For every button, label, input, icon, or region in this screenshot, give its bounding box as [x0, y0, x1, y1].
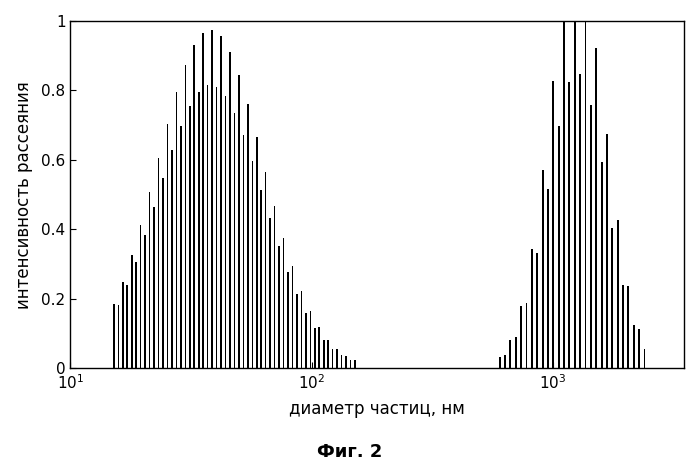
Bar	[531, 249, 533, 369]
Bar	[584, 14, 586, 369]
Bar	[354, 360, 356, 369]
Bar	[579, 74, 581, 369]
Bar	[596, 48, 597, 369]
Bar	[122, 281, 124, 369]
Bar	[278, 246, 280, 369]
Bar	[515, 336, 517, 369]
Bar	[211, 30, 213, 369]
Bar	[265, 172, 266, 369]
Bar	[153, 207, 155, 369]
Text: Фиг. 2: Фиг. 2	[317, 443, 382, 461]
Bar	[590, 105, 592, 369]
Bar	[558, 125, 560, 369]
Bar	[238, 75, 240, 369]
Bar	[350, 360, 352, 369]
Bar	[327, 340, 329, 369]
Bar	[310, 311, 311, 369]
Bar	[175, 92, 177, 369]
Bar	[547, 189, 549, 369]
Y-axis label: интенсивность рассеяния: интенсивность рассеяния	[15, 81, 33, 308]
Bar	[140, 226, 141, 369]
Bar	[127, 285, 128, 369]
Bar	[171, 151, 173, 369]
Bar	[283, 238, 284, 369]
Bar	[612, 228, 613, 369]
Bar	[158, 158, 159, 369]
Bar	[162, 178, 164, 369]
Bar	[305, 313, 307, 369]
Bar	[510, 340, 512, 369]
Bar	[336, 349, 338, 369]
Bar	[216, 87, 217, 369]
Bar	[287, 272, 289, 369]
Bar	[323, 340, 324, 369]
Bar	[622, 285, 624, 369]
Bar	[131, 255, 133, 369]
Bar	[341, 355, 343, 369]
Bar	[644, 349, 645, 369]
Bar	[194, 45, 195, 369]
Bar	[568, 82, 570, 369]
Bar	[220, 36, 222, 369]
Bar	[628, 286, 629, 369]
Bar	[504, 355, 506, 369]
Bar	[563, 14, 565, 369]
Bar	[542, 170, 544, 369]
Bar	[247, 104, 249, 369]
Bar	[198, 92, 199, 369]
Bar	[536, 253, 538, 369]
Bar	[314, 328, 316, 369]
Bar	[633, 325, 635, 369]
Bar	[256, 137, 257, 369]
Bar	[144, 235, 146, 369]
Bar	[261, 190, 262, 369]
Bar	[113, 303, 115, 369]
Bar	[600, 163, 603, 369]
Bar	[301, 291, 302, 369]
Bar	[243, 135, 244, 369]
Bar	[520, 306, 522, 369]
Bar	[166, 124, 168, 369]
Bar	[269, 219, 271, 369]
Bar	[229, 52, 231, 369]
Bar	[233, 113, 236, 369]
Bar	[149, 192, 150, 369]
Bar	[252, 161, 253, 369]
Bar	[185, 65, 186, 369]
Bar	[332, 349, 333, 369]
Bar	[296, 294, 298, 369]
Bar	[180, 126, 182, 369]
Bar	[224, 96, 226, 369]
Bar	[606, 135, 608, 369]
Bar	[617, 219, 619, 369]
Bar	[274, 206, 275, 369]
Bar	[207, 85, 208, 369]
Bar	[574, 14, 576, 369]
Bar	[117, 306, 119, 369]
Bar	[319, 327, 320, 369]
X-axis label: диаметр частиц, нм: диаметр частиц, нм	[289, 400, 465, 418]
Bar	[499, 357, 500, 369]
Bar	[291, 267, 294, 369]
Bar	[638, 329, 640, 369]
Bar	[136, 262, 137, 369]
Bar	[203, 33, 204, 369]
Bar	[552, 81, 554, 369]
Bar	[189, 106, 191, 369]
Bar	[345, 356, 347, 369]
Bar	[526, 303, 528, 369]
